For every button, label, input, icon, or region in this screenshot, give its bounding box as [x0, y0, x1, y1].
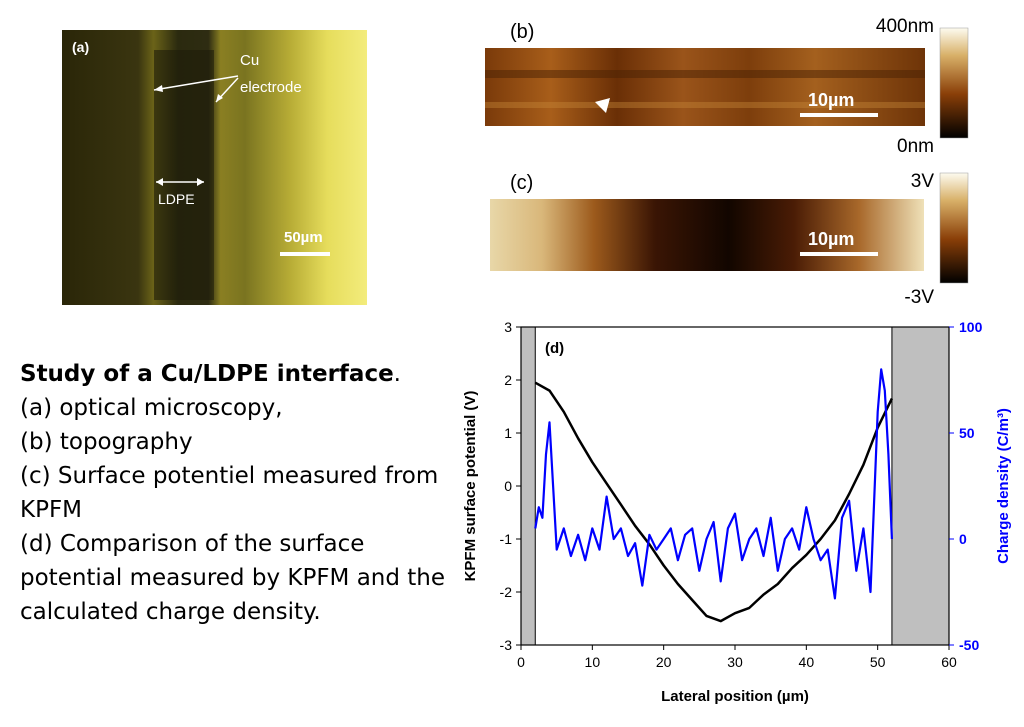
kpfm-image: [490, 199, 924, 271]
scale-bar-b: [800, 113, 878, 117]
charge-density-line: [534, 368, 893, 600]
arrowhead-left: [154, 85, 163, 92]
x-tick-label: 40: [799, 654, 815, 670]
y-left-tick-label: -3: [500, 637, 513, 653]
y-left-tick-label: -1: [500, 531, 513, 547]
chart-panel-label: (d): [545, 340, 564, 357]
colorbar-c-max: 3V: [911, 171, 935, 192]
x-tick-label: 50: [870, 654, 886, 670]
panel-b-label: (b): [510, 21, 534, 43]
caption-line-b: (b) topography: [20, 429, 193, 455]
scale-bar-a: [280, 252, 330, 256]
ldpe-label: LDPE: [158, 191, 195, 207]
y-left-tick-label: 3: [504, 319, 512, 335]
scale-bar-c-label: 10µm: [808, 229, 854, 249]
y-left-tick-label: -2: [500, 584, 513, 600]
y-right-tick-label: -50: [959, 637, 979, 653]
caption-title: Study of a Cu/LDPE interface: [20, 361, 394, 387]
caption-line-a: (a) optical microscopy,: [20, 395, 283, 421]
colorbar-b: [939, 27, 969, 139]
y-right-tick-label: 50: [959, 425, 975, 441]
caption-line-d: (d) Comparison of the surface potential …: [20, 531, 446, 625]
colorbar-c-min: -3V: [904, 287, 934, 305]
y-left-tick-label: 1: [504, 425, 512, 441]
electrode-shaded-region: [520, 326, 536, 646]
scale-bar-b-label: 10µm: [808, 90, 854, 110]
colorbar-b-min: 0nm: [897, 136, 934, 157]
panel-c-label: (c): [510, 172, 533, 194]
arrowhead-right: [216, 94, 223, 102]
surface-potential-line: [534, 381, 894, 623]
cu-electrode-label-2: electrode: [240, 79, 302, 96]
topography-particle: [595, 98, 610, 113]
caption-title-suffix: .: [393, 361, 401, 387]
electrode-shaded-region: [891, 326, 950, 646]
y-axis-left-label: KPFM surface potential (V): [462, 391, 479, 582]
figure-caption: Study of a Cu/LDPE interface. (a) optica…: [20, 357, 450, 629]
y-left-tick-label: 0: [504, 478, 512, 494]
x-tick-label: 30: [727, 654, 743, 670]
caption-title-line: Study of a Cu/LDPE interface.: [20, 357, 450, 391]
colorbar-c: [939, 172, 969, 284]
arrow-left: [153, 75, 239, 91]
scale-bar-c: [800, 252, 878, 256]
plot-area: [521, 327, 949, 645]
ldpe-arrowhead-left: [156, 178, 163, 186]
cu-electrode-label: Cu: [240, 52, 259, 69]
x-axis-label: Lateral position (µm): [661, 688, 809, 705]
y-right-tick-label: 0: [959, 531, 967, 547]
surface-potential-panel: (c) 10µm 3V -3V: [490, 171, 969, 305]
x-tick-label: 10: [585, 654, 601, 670]
scale-bar-a-label: 50µm: [284, 229, 323, 246]
x-tick-label: 20: [656, 654, 672, 670]
x-tick-label: 0: [517, 654, 525, 670]
y-right-tick-label: 100: [959, 319, 983, 335]
caption-line-c: (c) Surface potentiel measured from KPFM: [20, 463, 439, 523]
panel-a-label: (a): [72, 39, 89, 55]
optical-micrograph-panel: (a) Cu electrode LDPE 50µm: [62, 30, 367, 305]
y-left-tick-label: 2: [504, 372, 512, 388]
ldpe-arrowhead-right: [197, 178, 204, 186]
topography-panel: (b) 10µm 400nm 0nm: [485, 16, 969, 157]
colorbar-b-max: 400nm: [876, 16, 934, 37]
x-tick-label: 60: [941, 654, 957, 670]
y-axis-right-label: Charge density (C/m³): [995, 408, 1012, 564]
